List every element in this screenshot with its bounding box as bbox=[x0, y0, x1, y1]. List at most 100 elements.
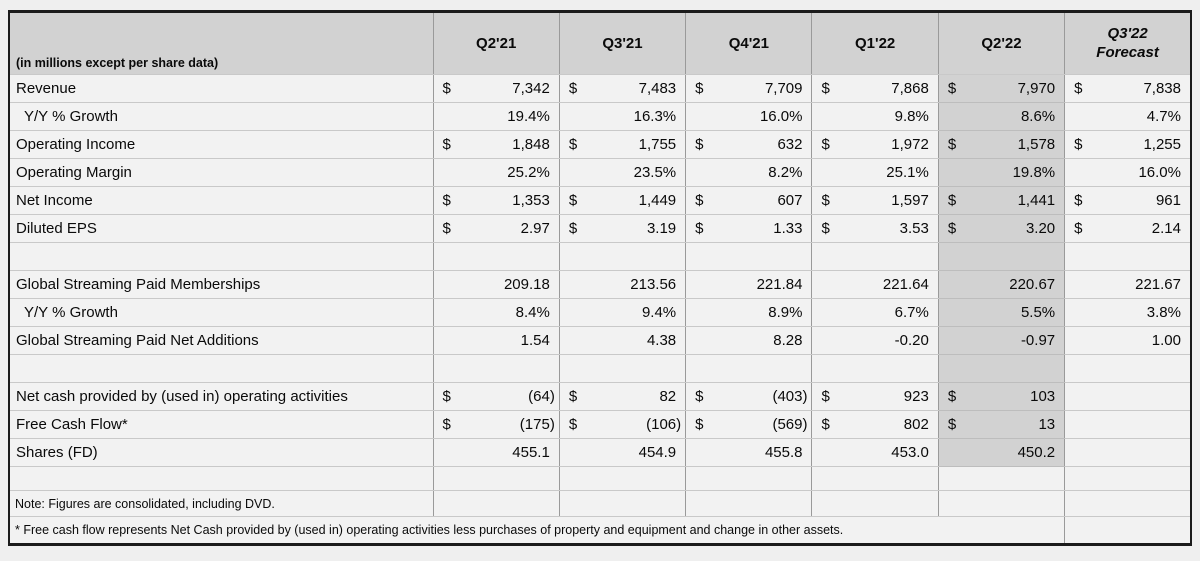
table-row: Y/Y % Growth 8.4% 9.4% 8.9% 6.7% 5.5% 3.8% bbox=[9, 298, 1191, 327]
value-cell: $ (64) bbox=[433, 382, 560, 411]
empty-cell bbox=[685, 242, 813, 271]
cell-value: -0.97 bbox=[1020, 332, 1056, 349]
cell-value: 1.00 bbox=[1151, 332, 1181, 349]
value-cell: 25.1% bbox=[811, 158, 939, 187]
cell-value: 607 bbox=[777, 192, 803, 209]
row-label: Operating Income bbox=[9, 130, 434, 159]
value-cell: 5.5% bbox=[938, 298, 1066, 327]
cell-value: 454.9 bbox=[638, 444, 677, 461]
accounting-cell: $1,972 bbox=[812, 136, 937, 153]
value-cell: $1,972 bbox=[811, 130, 939, 159]
value-cell: $13 bbox=[938, 410, 1066, 439]
cell-value: 8.4% bbox=[515, 304, 550, 321]
table-row: Global Streaming Paid Net Additions 1.54 4… bbox=[9, 326, 1191, 355]
cell-value: 2.97 bbox=[520, 220, 550, 237]
currency-symbol: $ bbox=[695, 192, 704, 209]
value-cell: 9.4% bbox=[559, 298, 687, 327]
blank-row bbox=[9, 354, 1191, 383]
value-cell: $1.33 bbox=[685, 214, 813, 243]
row-label: Net cash provided by (used in) operating… bbox=[9, 382, 434, 411]
cell-value: 1,255 bbox=[1143, 136, 1181, 153]
value-cell: $1,597 bbox=[811, 186, 939, 215]
cell-value: 8.28 bbox=[773, 332, 803, 349]
table-row: Y/Y % Growth 19.4% 16.3% 16.0% 9.8% 8.6% 4.7% bbox=[9, 102, 1191, 131]
currency-symbol: $ bbox=[947, 388, 957, 405]
blank-row bbox=[9, 242, 1191, 271]
cell-value: 7,868 bbox=[891, 80, 929, 97]
empty-cell bbox=[685, 490, 813, 517]
accounting-cell: $13 bbox=[939, 416, 1064, 433]
header-row: (in millions except per share data) Q2'2… bbox=[9, 11, 1191, 75]
row-label: Y/Y % Growth bbox=[9, 298, 434, 327]
accounting-cell: $2.97 bbox=[434, 220, 559, 237]
cell-value: 8.6% bbox=[1020, 108, 1056, 125]
value-cell: 8.9% bbox=[685, 298, 813, 327]
empty-cell bbox=[433, 490, 560, 517]
accounting-cell: $7,868 bbox=[812, 80, 937, 97]
cell-value: 9.8% bbox=[894, 108, 929, 125]
cell-value: -0.20 bbox=[894, 332, 929, 349]
value-cell: $ (175) bbox=[433, 410, 560, 439]
cell-value: 7,970 bbox=[1017, 80, 1056, 97]
currency-symbol: $ bbox=[568, 192, 578, 209]
value-cell: -0.97 bbox=[938, 326, 1066, 355]
empty-cell bbox=[1064, 466, 1191, 491]
cell-value: 455.1 bbox=[512, 444, 550, 461]
currency-symbol: $ bbox=[568, 388, 578, 405]
empty-cell bbox=[811, 354, 939, 383]
value-cell: 220.67 bbox=[938, 270, 1066, 299]
table-row: Operating Margin 25.2% 23.5% 8.2% 25.1% 19.8%… bbox=[9, 158, 1191, 187]
value-cell: 454.9 bbox=[559, 438, 687, 467]
currency-symbol: $ bbox=[947, 192, 957, 209]
empty-cell bbox=[938, 354, 1066, 383]
cell-value: 221.67 bbox=[1135, 276, 1181, 293]
cell-value: 221.84 bbox=[756, 276, 803, 293]
accounting-cell: $7,838 bbox=[1065, 80, 1190, 97]
accounting-cell: $ (175) bbox=[434, 416, 559, 433]
value-cell: 1.00 bbox=[1064, 326, 1191, 355]
value-cell: $1,353 bbox=[433, 186, 560, 215]
cell-value: 8.2% bbox=[768, 164, 803, 181]
row-label: Revenue bbox=[9, 74, 434, 103]
currency-symbol: $ bbox=[442, 388, 451, 405]
value-cell: 6.7% bbox=[811, 298, 939, 327]
value-cell: $7,838 bbox=[1064, 74, 1191, 103]
col-header-q2-22: Q2'22 bbox=[938, 11, 1066, 75]
currency-symbol: $ bbox=[568, 220, 578, 237]
empty-cell bbox=[559, 490, 687, 517]
accounting-cell: $ (64) bbox=[434, 388, 559, 405]
accounting-cell: $1,848 bbox=[434, 136, 559, 153]
table-row: Global Streaming Paid Memberships 209.18 2… bbox=[9, 270, 1191, 299]
cell-value: 802 bbox=[903, 416, 929, 433]
cell-value: 25.2% bbox=[507, 164, 550, 181]
cell-value: 3.53 bbox=[899, 220, 929, 237]
empty-cell bbox=[1064, 490, 1191, 517]
empty-cell bbox=[433, 354, 560, 383]
cell-value: 1.33 bbox=[773, 220, 803, 237]
value-cell: 8.4% bbox=[433, 298, 560, 327]
currency-symbol: $ bbox=[821, 388, 830, 405]
value-cell: $1,441 bbox=[938, 186, 1066, 215]
value-cell: $7,342 bbox=[433, 74, 560, 103]
table-row: Free Cash Flow* $ (175) $ (106) $ (569) $802 $13 bbox=[9, 410, 1191, 439]
value-cell: $3.19 bbox=[559, 214, 687, 243]
value-cell: 455.8 bbox=[685, 438, 813, 467]
currency-symbol: $ bbox=[821, 416, 830, 433]
accounting-cell: $1.33 bbox=[686, 220, 811, 237]
value-cell: $1,848 bbox=[433, 130, 560, 159]
currency-symbol: $ bbox=[821, 192, 830, 209]
value-cell: 25.2% bbox=[433, 158, 560, 187]
empty-cell bbox=[559, 466, 687, 491]
accounting-cell: $7,970 bbox=[939, 80, 1064, 97]
empty-cell bbox=[685, 466, 813, 491]
table-row: Net Income $1,353 $1,449 $607 $1,597 $1,441 $9… bbox=[9, 186, 1191, 215]
value-cell: 16.0% bbox=[1064, 158, 1191, 187]
empty-label-cell bbox=[9, 242, 434, 271]
table-body: Revenue $7,342 $7,483 $7,709 $7,868 $7,970 $7,… bbox=[9, 74, 1191, 545]
table-row: Net cash provided by (used in) operating… bbox=[9, 382, 1191, 411]
cell-value: 25.1% bbox=[886, 164, 929, 181]
cell-value: 3.20 bbox=[1025, 220, 1056, 237]
currency-symbol: $ bbox=[1074, 136, 1083, 153]
row-label: Global Streaming Paid Memberships bbox=[9, 270, 434, 299]
cell-value: 1,755 bbox=[638, 136, 677, 153]
